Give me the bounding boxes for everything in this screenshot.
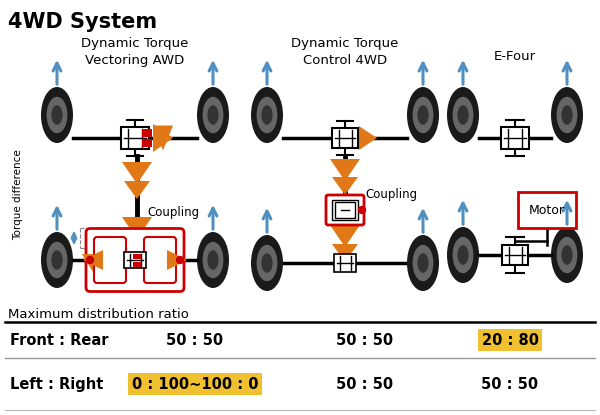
Polygon shape [330, 159, 360, 181]
Ellipse shape [447, 87, 479, 143]
Text: Front : Rear: Front : Rear [10, 332, 109, 347]
Polygon shape [126, 254, 148, 269]
Polygon shape [124, 181, 150, 199]
Text: 50 : 50: 50 : 50 [337, 376, 394, 391]
FancyBboxPatch shape [332, 128, 358, 148]
Polygon shape [82, 254, 104, 272]
Ellipse shape [452, 97, 473, 133]
Ellipse shape [203, 97, 223, 133]
Polygon shape [332, 177, 358, 195]
Polygon shape [153, 125, 173, 151]
Polygon shape [330, 225, 360, 247]
FancyBboxPatch shape [133, 254, 141, 259]
Polygon shape [332, 244, 358, 262]
Ellipse shape [197, 87, 229, 143]
FancyBboxPatch shape [86, 229, 184, 291]
Text: 20 : 80: 20 : 80 [482, 332, 539, 347]
Ellipse shape [251, 235, 283, 291]
Ellipse shape [551, 87, 583, 143]
FancyBboxPatch shape [501, 127, 529, 149]
Polygon shape [359, 126, 377, 150]
Text: E-Four: E-Four [494, 51, 536, 63]
Text: 0 : 100∼100 : 0: 0 : 100∼100 : 0 [132, 376, 258, 391]
Polygon shape [153, 124, 173, 152]
Text: Coupling: Coupling [365, 188, 417, 200]
FancyBboxPatch shape [334, 254, 356, 272]
FancyBboxPatch shape [142, 129, 152, 137]
Text: 50 : 50: 50 : 50 [337, 332, 394, 347]
Text: Dynamic Torque
Control 4WD: Dynamic Torque Control 4WD [292, 37, 398, 67]
FancyBboxPatch shape [142, 139, 152, 147]
Ellipse shape [41, 87, 73, 143]
Text: Dynamic Torque
Vectoring AWD: Dynamic Torque Vectoring AWD [82, 37, 188, 67]
Ellipse shape [262, 253, 272, 273]
Ellipse shape [452, 237, 473, 273]
Polygon shape [122, 162, 152, 184]
Ellipse shape [418, 253, 428, 273]
Polygon shape [124, 236, 150, 254]
Text: Torque difference: Torque difference [13, 150, 23, 240]
Ellipse shape [407, 235, 439, 291]
Text: Left : Right: Left : Right [10, 376, 103, 391]
Ellipse shape [41, 232, 73, 288]
Circle shape [86, 256, 94, 264]
Ellipse shape [52, 250, 62, 270]
Circle shape [359, 207, 365, 213]
Text: Maximum distribution ratio: Maximum distribution ratio [8, 308, 189, 321]
Ellipse shape [47, 242, 67, 278]
Ellipse shape [562, 245, 572, 265]
FancyBboxPatch shape [326, 195, 364, 225]
Ellipse shape [257, 97, 277, 133]
Text: Motor: Motor [529, 203, 565, 217]
Ellipse shape [208, 250, 218, 270]
FancyBboxPatch shape [332, 200, 358, 220]
Ellipse shape [551, 227, 583, 283]
Ellipse shape [52, 105, 62, 125]
FancyBboxPatch shape [518, 192, 576, 228]
FancyBboxPatch shape [133, 261, 141, 266]
Ellipse shape [208, 105, 218, 125]
Circle shape [176, 256, 184, 264]
Ellipse shape [562, 105, 572, 125]
Ellipse shape [557, 237, 577, 273]
FancyBboxPatch shape [124, 252, 146, 268]
Ellipse shape [413, 97, 433, 133]
Ellipse shape [257, 245, 277, 281]
Ellipse shape [203, 242, 223, 278]
Ellipse shape [557, 97, 577, 133]
Ellipse shape [47, 97, 67, 133]
Text: 50 : 50: 50 : 50 [481, 376, 539, 391]
Text: 4WD System: 4WD System [8, 12, 157, 32]
FancyBboxPatch shape [335, 202, 355, 218]
Polygon shape [167, 250, 187, 270]
FancyBboxPatch shape [144, 237, 176, 283]
Ellipse shape [457, 245, 469, 265]
Ellipse shape [447, 227, 479, 283]
FancyBboxPatch shape [121, 127, 149, 149]
FancyBboxPatch shape [502, 245, 528, 265]
Ellipse shape [418, 105, 428, 125]
Ellipse shape [457, 105, 469, 125]
FancyBboxPatch shape [94, 237, 126, 283]
Ellipse shape [407, 87, 439, 143]
Ellipse shape [251, 87, 283, 143]
Ellipse shape [262, 105, 272, 125]
Polygon shape [83, 250, 103, 270]
Ellipse shape [413, 245, 433, 281]
Polygon shape [122, 217, 152, 239]
Ellipse shape [197, 232, 229, 288]
Text: Coupling: Coupling [147, 205, 199, 219]
Text: 50 : 50: 50 : 50 [166, 332, 224, 347]
